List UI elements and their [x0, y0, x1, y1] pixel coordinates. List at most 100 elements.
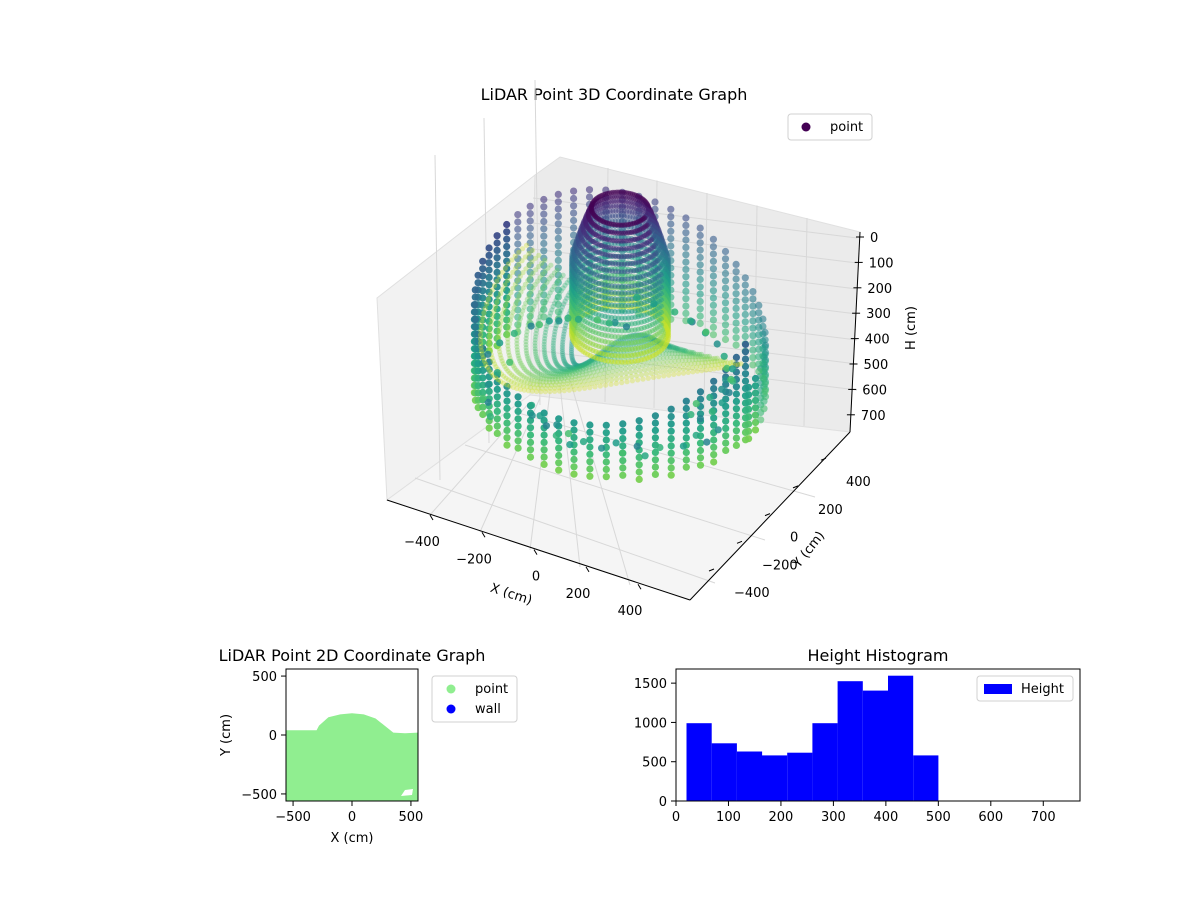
- point-3d-surface: [497, 349, 503, 355]
- point-3d-surface: [514, 381, 520, 387]
- point-3d-wall: [696, 261, 704, 269]
- point-3d-surface: [534, 358, 541, 364]
- point-3d-surface: [562, 360, 568, 366]
- point-3d-surface: [565, 368, 571, 374]
- point-3d-surface: [545, 265, 551, 271]
- point-3d-surface: [559, 342, 566, 348]
- point-3d-surface: [570, 357, 576, 364]
- point-3d-surface: [560, 285, 566, 291]
- point-3d-wall: [540, 232, 548, 240]
- point-3d-surface: [572, 373, 578, 379]
- point-3d-wall: [749, 302, 757, 310]
- point-3d-surface: [635, 363, 642, 369]
- point-3d-surface: [564, 367, 570, 373]
- point-3d-surface: [507, 317, 514, 323]
- point-3d-surface: [543, 326, 549, 332]
- point-3d-wall: [493, 246, 501, 254]
- histogram-bar: [913, 755, 939, 801]
- point-3d-surface: [555, 376, 561, 382]
- point-3d-wall: [732, 312, 740, 320]
- point-3d-surface: [537, 363, 543, 369]
- legend-histogram-box: [976, 675, 1074, 702]
- point-3d-surface: [568, 345, 575, 351]
- point-3d-surface: [551, 270, 558, 276]
- point-3d-surface: [579, 362, 585, 369]
- point-3d-surface: [714, 355, 720, 361]
- point-3d-surface: [560, 351, 566, 357]
- point-3d-surface: [531, 385, 537, 391]
- point-3d-wall: [570, 216, 578, 225]
- point-3d-surface: [602, 366, 609, 372]
- point-3d-surface: [706, 359, 712, 365]
- point-3d-surface: [496, 335, 502, 341]
- point-3d-surface: [541, 347, 547, 353]
- point-3d-surface: [516, 355, 522, 361]
- point-3d-surface: [573, 370, 579, 377]
- point-3d-wall: [514, 255, 522, 263]
- x-tick-3d-label: 400: [618, 604, 643, 619]
- legend-3d-marker: [801, 122, 811, 132]
- histogram-y-tick-label: 0: [659, 795, 667, 810]
- point-3d-wall: [503, 235, 511, 243]
- point-3d-surface: [560, 354, 566, 360]
- point-3d-surface: [541, 376, 547, 382]
- point-3d-surface: [715, 365, 721, 371]
- point-3d-surface: [533, 267, 539, 273]
- point-3d-surface: [587, 361, 593, 367]
- point-3d-surface: [542, 336, 548, 342]
- point-3d-surface: [683, 348, 689, 354]
- point-3d-surface: [544, 382, 551, 388]
- point-3d-surface: [544, 369, 551, 375]
- point-3d-surface: [610, 364, 616, 370]
- point-3d-surface: [599, 379, 605, 385]
- point-3d-wall: [682, 302, 690, 310]
- point-3d-surface: [560, 352, 566, 359]
- point-3d-surface: [548, 310, 554, 316]
- point-3d-wall: [667, 405, 675, 413]
- point-3d-surface: [478, 348, 485, 354]
- point-3d-surface: [523, 242, 530, 248]
- point-3d-wall: [526, 202, 534, 210]
- point-3d-wall: [493, 320, 501, 328]
- z-ticks-3d: 0 100 200 300 400 500 600 700: [846, 231, 894, 424]
- point-3d-surface: [685, 369, 691, 375]
- point-3d-surface: [511, 380, 517, 386]
- point-3d-wall: [586, 421, 594, 429]
- point-3d-surface: [660, 359, 666, 366]
- point-3d-wall: [554, 212, 562, 220]
- point-3d-surface: [676, 346, 682, 352]
- point-3d-wall: [540, 225, 548, 233]
- point-3d-surface: [530, 381, 537, 387]
- point-3d-surface: [552, 388, 558, 394]
- point-3d-surface: [490, 358, 496, 364]
- point-3d-surface: [561, 301, 567, 307]
- point-3d-wall: [755, 316, 763, 324]
- point-3d-surface: [627, 365, 633, 371]
- point-3d-surface: [705, 356, 711, 362]
- point-3d-surface: [547, 373, 554, 380]
- point-3d-surface: [532, 346, 538, 352]
- point-3d-wall: [493, 312, 501, 320]
- point-3d-surface: [537, 382, 543, 388]
- point-3d-wall: [485, 251, 493, 259]
- point-3d-wall: [741, 406, 750, 414]
- point-3d-wall: [540, 438, 548, 446]
- x-tick-2d-label: −500: [275, 810, 311, 825]
- point-3d-wall: [667, 457, 675, 465]
- point-3d-wall: [540, 203, 548, 211]
- point-3d-surface: [555, 294, 561, 300]
- point-3d-surface: [517, 273, 523, 279]
- point-3d-surface: [536, 375, 542, 381]
- point-3d-surface: [534, 296, 540, 302]
- point-3d-surface: [681, 348, 687, 354]
- point-3d-surface: [512, 253, 518, 259]
- point-3d-floor: [727, 375, 735, 383]
- point-3d-surface: [738, 361, 744, 367]
- point-3d-surface: [674, 347, 681, 354]
- point-3d-surface: [515, 369, 521, 375]
- point-3d-surface: [557, 365, 564, 371]
- point-3d-wall: [485, 295, 493, 303]
- point-3d-surface: [579, 369, 586, 375]
- point-3d-surface: [619, 380, 625, 386]
- plot-2d-xlabel: X (cm): [331, 831, 374, 846]
